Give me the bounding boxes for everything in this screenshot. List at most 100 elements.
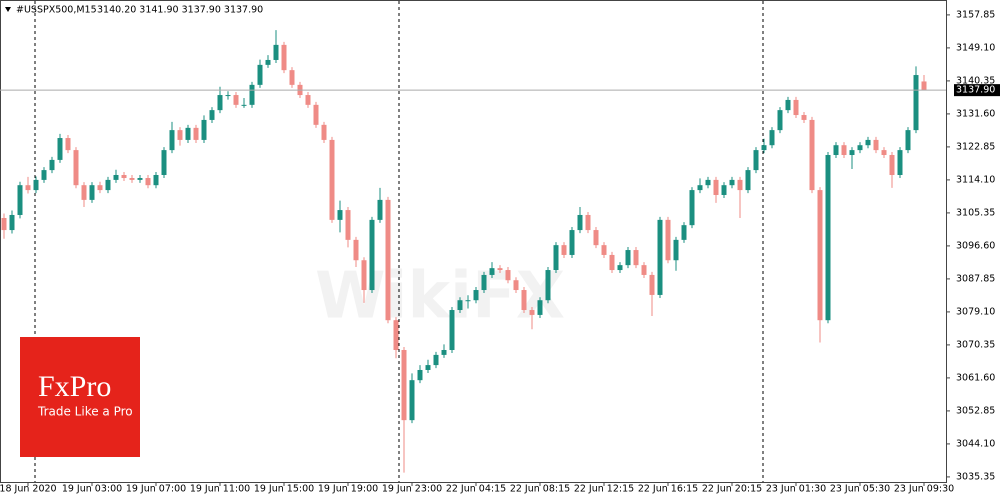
candle-body [185,127,191,140]
candle-body [849,150,855,156]
candle-body [345,210,351,240]
candle-body [657,219,663,295]
candle-body [201,119,207,140]
candle-body [281,44,287,71]
candle-body [249,84,255,105]
candle-body [497,268,503,271]
x-tick-label: 22 Jun 12:15 [574,484,634,495]
candle-body [881,150,887,156]
candle-body [889,155,895,175]
logo-brand: FxPro [38,370,111,403]
watermark: WikiFX [315,260,565,334]
candle-body [825,155,831,321]
candle-body [73,150,79,186]
y-tick-label: 3044.10 [956,438,995,449]
candle-body [681,225,687,240]
candle-body [713,179,719,195]
candle-body [417,369,423,381]
candle-body [137,178,143,180]
header-symbol: #USSPX500,M15 [16,5,97,16]
y-tick-label: 3140.35 [956,75,995,86]
candle-body [401,349,407,421]
candle-body [513,280,519,291]
candle-body [441,349,447,355]
x-tick-label: 19 Jun 15:00 [254,484,314,495]
candle-body [841,145,847,156]
y-tick-label: 3096.60 [956,240,995,251]
x-tick-label: 23 Jun 09:30 [894,484,954,495]
y-tick-label: 3149.10 [956,42,995,53]
candle-body [49,159,55,171]
candle-body [337,210,343,220]
candle-body [921,81,927,91]
candle-body [169,130,175,151]
candle-body [545,270,551,301]
candle-body [761,145,767,151]
candle-body [25,185,31,191]
candle-body [593,230,599,246]
candle-body [369,219,375,291]
candle-body [305,95,311,105]
candle-body [617,265,623,271]
candle-body [57,138,63,160]
candle-body [217,95,223,111]
candle-body [377,199,383,220]
candle-body [97,185,103,191]
candle-body [817,190,823,321]
y-tick-label: 3079.10 [956,306,995,317]
candle-body [105,179,111,191]
candle-body [193,127,199,140]
candle-body [393,320,399,350]
candle-body [553,245,559,271]
candle-body [705,179,711,186]
candle-body [665,219,671,261]
menu-arrow[interactable] [5,7,11,12]
y-tick-label: 3105.35 [956,207,995,218]
y-tick-label: 3035.35 [956,471,995,482]
candle-body [873,139,879,151]
candle-body [577,214,583,231]
x-tick-label: 18 Jun 2020 [0,484,57,495]
candle-body [313,104,319,125]
candle-body [353,239,359,261]
candle-body [785,99,791,111]
candle-body [689,190,695,226]
candle-body [113,174,119,180]
candle-body [857,145,863,151]
candle-body [649,274,655,295]
candle-body [449,310,455,350]
candle-body [473,290,479,301]
candle-body [897,150,903,175]
candle-body [273,44,279,60]
candle-body [601,245,607,255]
candle-body [729,179,735,186]
x-tick-label: 19 Jun 07:00 [126,484,186,495]
candle-body [81,185,87,200]
candle-body [793,99,799,116]
candle-body [89,185,95,200]
candle-body [697,185,703,191]
price-label: 3137.90 [956,85,995,96]
candle-body [625,250,631,266]
candle-body [913,75,919,131]
price-label-box [954,84,1000,97]
y-tick-label: 3052.85 [956,405,995,416]
candle-body [505,270,511,281]
y-tick-label: 3157.85 [956,9,995,20]
candle-body [433,354,439,366]
candle-body [153,174,159,186]
candle-body [801,115,807,120]
candle-body [537,300,543,315]
candle-body [753,150,759,171]
candle-body [17,185,23,215]
candle-body [529,310,535,315]
y-tick-label: 3087.85 [956,273,995,284]
logo-tagline: Trade Like a Pro [37,405,133,419]
candle-body [425,365,431,370]
candle-body [521,290,527,311]
candle-body [289,70,295,85]
candle-body [9,214,15,231]
candle-body [225,95,231,97]
x-tick-label: 22 Jun 04:15 [446,484,506,495]
